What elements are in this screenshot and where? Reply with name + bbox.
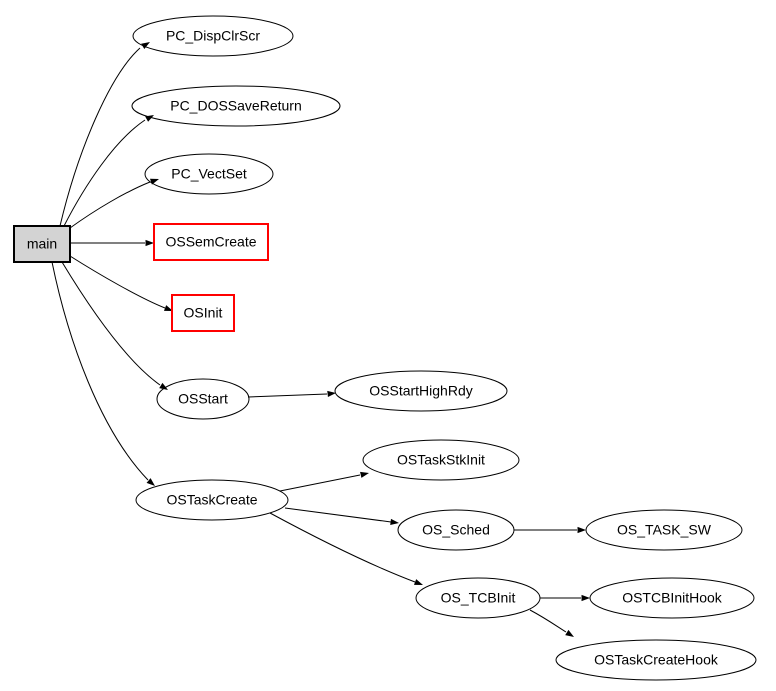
node-ostaskstkinit: OSTaskStkInit: [363, 440, 519, 480]
edge-os_tcbinit-ostcbinithook: [540, 595, 590, 601]
node-main: main: [14, 226, 70, 262]
edge-main-osstart: [62, 262, 168, 390]
node-label-os_tcbinit: OS_TCBInit: [441, 590, 516, 606]
node-osstarthighrdy: OSStartHighRdy: [335, 371, 507, 411]
node-os_task_sw: OS_TASK_SW: [586, 510, 742, 550]
node-label-os_task_sw: OS_TASK_SW: [617, 522, 712, 538]
node-label-osstarthighrdy: OSStartHighRdy: [369, 383, 472, 399]
node-label-osinit: OSInit: [184, 305, 223, 321]
node-ostcbinithook: OSTCBInitHook: [590, 578, 754, 618]
node-pc_dossavereturn: PC_DOSSaveReturn: [132, 86, 340, 126]
node-osstart: OSStart: [157, 379, 249, 419]
node-pc_dispclrscr: PC_DispClrScr: [133, 16, 293, 56]
node-pc_vectset: PC_VectSet: [145, 154, 273, 194]
node-label-pc_dossavereturn: PC_DOSSaveReturn: [170, 98, 302, 114]
edge-os_sched-os_task_sw: [514, 527, 586, 533]
edge-main-ossemcreate: [70, 240, 154, 246]
edge-main-osinit: [70, 256, 173, 311]
node-label-os_sched: OS_Sched: [422, 522, 490, 538]
edge-main-pc_dossavereturn: [64, 115, 154, 226]
node-osinit: OSInit: [172, 295, 234, 331]
node-ostaskcreate: OSTaskCreate: [136, 480, 288, 520]
edge-ostaskcreate-os_sched: [285, 508, 399, 525]
edge-main-pc_dispclrscr: [60, 42, 150, 226]
node-label-ossemcreate: OSSemCreate: [165, 234, 256, 250]
node-label-ostaskstkinit: OSTaskStkInit: [397, 452, 485, 468]
edge-osstart-osstarthighrdy: [248, 391, 336, 397]
node-ostaskcreatehook: OSTaskCreateHook: [556, 640, 756, 680]
edge-main-ostaskcreate: [52, 262, 155, 486]
node-label-ostaskcreatehook: OSTaskCreateHook: [594, 652, 719, 668]
node-label-ostaskcreate: OSTaskCreate: [166, 492, 257, 508]
node-label-pc_dispclrscr: PC_DispClrScr: [166, 28, 260, 44]
node-os_sched: OS_Sched: [398, 510, 514, 550]
node-label-ostcbinithook: OSTCBInitHook: [622, 590, 723, 606]
node-label-pc_vectset: PC_VectSet: [171, 166, 247, 182]
node-os_tcbinit: OS_TCBInit: [416, 578, 540, 618]
call-graph: main PC_DispClrScr PC_DOSSaveReturn PC_Vect…: [0, 0, 776, 691]
node-ossemcreate: OSSemCreate: [154, 224, 268, 260]
node-label-main: main: [27, 236, 57, 252]
edge-ostaskcreate-ostaskstkinit: [280, 472, 369, 491]
node-label-osstart: OSStart: [178, 391, 228, 407]
edge-os_tcbinit-ostaskcreatehook: [530, 610, 574, 637]
edge-main-pc_vectset: [70, 179, 159, 228]
